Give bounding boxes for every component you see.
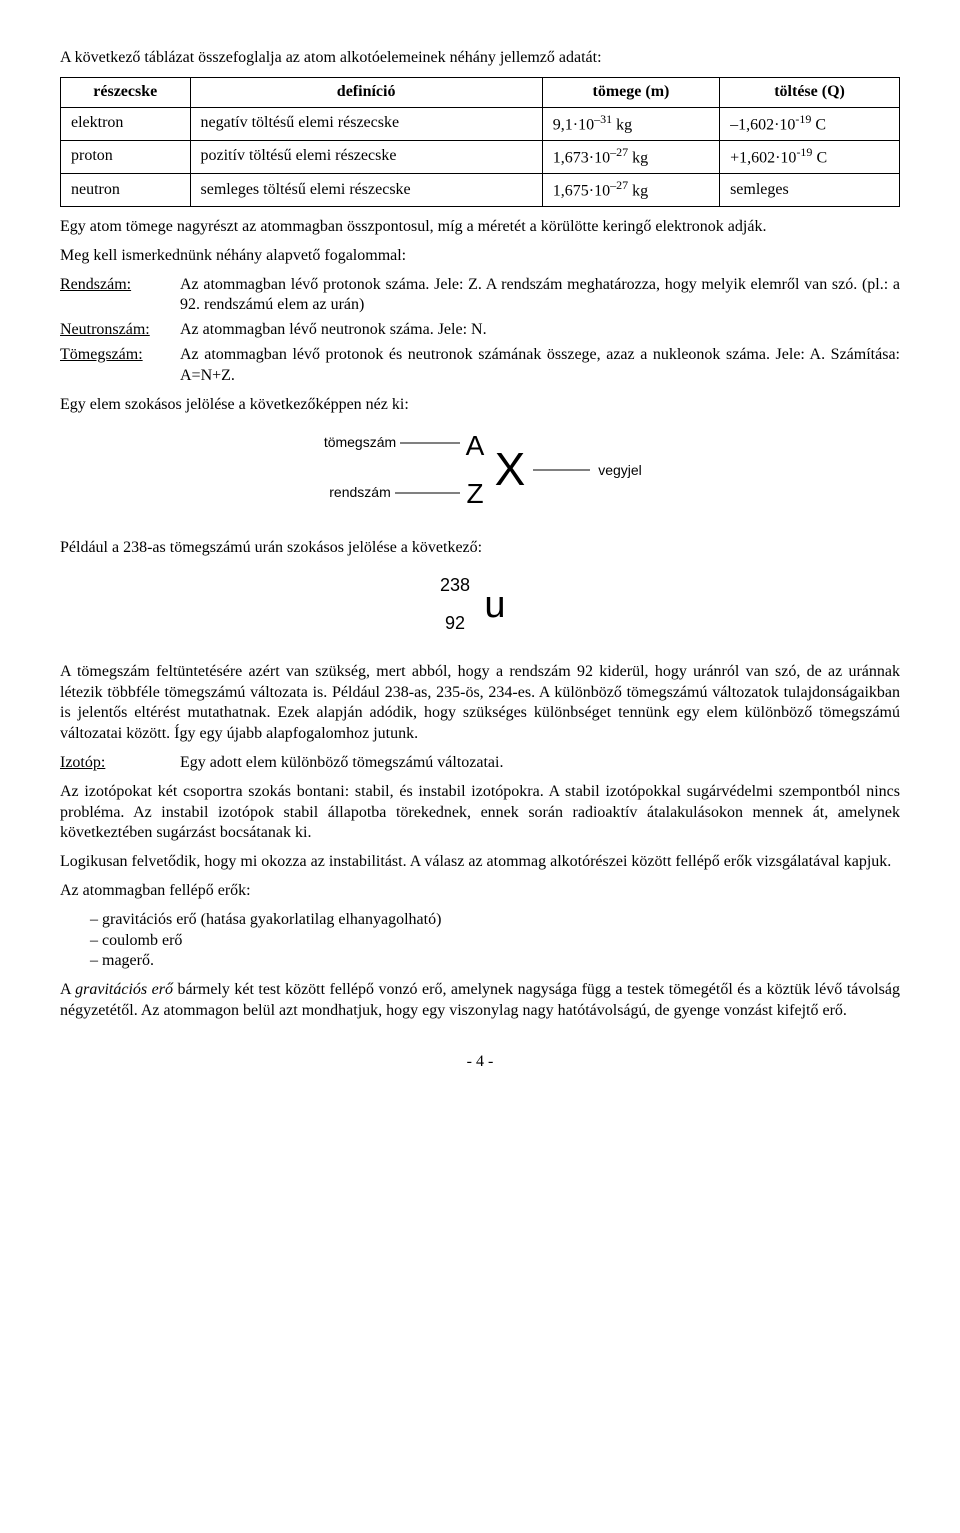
diagram-tomegszam-label: tömegszám — [324, 434, 396, 450]
intro-text: A következő táblázat összefoglalja az at… — [60, 48, 900, 69]
rendszam-def: Az atommagban lévő protonok száma. Jele:… — [180, 275, 900, 317]
particle-table: részecske definíció tömege (m) töltése (… — [60, 77, 900, 207]
grav-em: gravitációs erő — [75, 981, 173, 998]
table-row: protonpozitív töltésű elemi részecske1,6… — [61, 140, 900, 173]
diagram-A: A — [466, 430, 485, 461]
atom-mass-paragraph: Egy atom tömege nagyrészt az atommagban … — [60, 217, 900, 238]
gravity-paragraph: A gravitációs erő bármely két test közöt… — [60, 980, 900, 1022]
table-cell: semleges töltésű elemi részecske — [190, 173, 542, 206]
table-cell: +1,602·10-19 C — [720, 140, 900, 173]
neutronszam-term: Neutronszám: — [60, 320, 180, 341]
rendszam-term: Rendszám: — [60, 275, 180, 317]
table-cell: pozitív töltésű elemi részecske — [190, 140, 542, 173]
example-intro: Például a 238-as tömegszámú urán szokáso… — [60, 538, 900, 559]
force-item: coulomb erő — [90, 931, 900, 952]
table-cell: semleges — [720, 173, 900, 206]
forces-intro: Az atommagban fellépő erők: — [60, 881, 900, 902]
table-cell: –1,602·10-19 C — [720, 107, 900, 140]
table-cell: 1,673·10–27 kg — [542, 140, 719, 173]
table-cell: proton — [61, 140, 191, 173]
tomegszam-term: Tömegszám: — [60, 345, 180, 387]
izotop-def: Egy adott elem különböző tömegszámú vált… — [180, 753, 900, 774]
table-cell: neutron — [61, 173, 191, 206]
grav-post: bármely két test között fellépő vonzó er… — [60, 981, 900, 1019]
u-bottom: 92 — [445, 613, 465, 633]
diagram-vegyjel-label: vegyjel — [598, 462, 642, 478]
u-symbol: u — [484, 584, 505, 626]
notation-intro: Egy elem szokásos jelölése a következőké… — [60, 395, 900, 416]
th-charge: töltése (Q) — [720, 77, 900, 107]
izotop-term: Izotóp: — [60, 753, 180, 774]
table-cell: 1,675·10–27 kg — [542, 173, 719, 206]
uranium-diagram: 238 92 u — [60, 569, 900, 646]
grav-pre: A — [60, 981, 75, 998]
th-mass: tömege (m) — [542, 77, 719, 107]
page-number: - 4 - — [60, 1052, 900, 1073]
diagram-Z: Z — [466, 478, 483, 509]
forces-list: gravitációs erő (hatása gyakorlatilag el… — [60, 910, 900, 972]
tomegszam-def: Az atommagban lévő protonok és neutronok… — [180, 345, 900, 387]
force-item: magerő. — [90, 951, 900, 972]
definitions-list: Rendszám: Az atommagban lévő protonok sz… — [60, 275, 900, 387]
diagram-rendszam-label: rendszám — [329, 484, 390, 500]
th-particle: részecske — [61, 77, 191, 107]
notation-diagram: tömegszám rendszám A Z X vegyjel — [60, 425, 900, 522]
table-row: neutronsemleges töltésű elemi részecske1… — [61, 173, 900, 206]
isotope-paragraph: Az izotópokat két csoportra szokás bonta… — [60, 782, 900, 844]
table-cell: 9,1·10–31 kg — [542, 107, 719, 140]
table-cell: negatív töltésű elemi részecske — [190, 107, 542, 140]
neutronszam-def: Az atommagban lévő neutronok száma. Jele… — [180, 320, 900, 341]
massnum-paragraph: A tömegszám feltüntetésére azért van szü… — [60, 662, 900, 745]
table-row: elektronnegatív töltésű elemi részecske9… — [61, 107, 900, 140]
instability-paragraph: Logikusan felvetődik, hogy mi okozza az … — [60, 852, 900, 873]
concepts-intro: Meg kell ismerkednünk néhány alapvető fo… — [60, 246, 900, 267]
u-top: 238 — [440, 575, 470, 595]
th-definition: definíció — [190, 77, 542, 107]
table-cell: elektron — [61, 107, 191, 140]
diagram-X: X — [495, 443, 526, 495]
force-item: gravitációs erő (hatása gyakorlatilag el… — [90, 910, 900, 931]
